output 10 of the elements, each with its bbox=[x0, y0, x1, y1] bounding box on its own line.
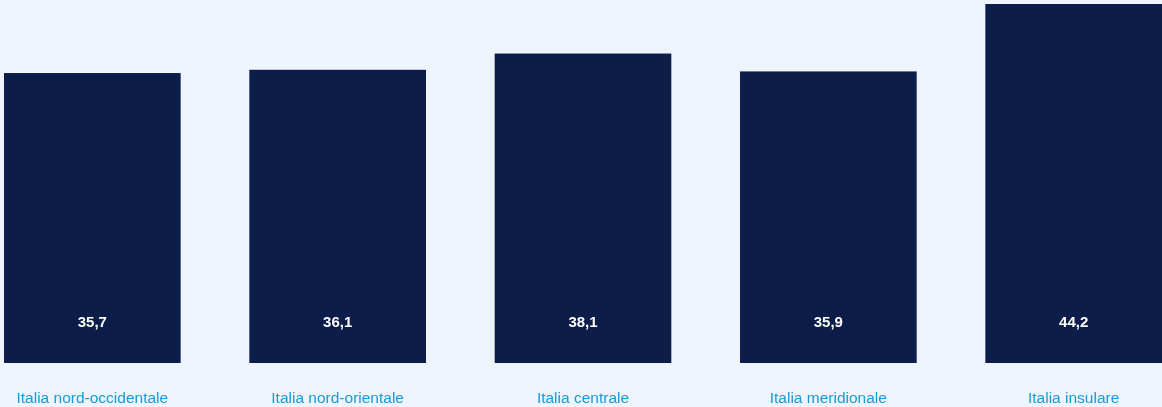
x-tick-label: Italia nord-occidentale bbox=[16, 389, 169, 406]
x-tick-label: Italia insulare bbox=[1028, 389, 1120, 406]
data-label: 44,2 bbox=[1059, 313, 1089, 330]
data-label: 35,7 bbox=[77, 313, 107, 330]
data-label: 35,9 bbox=[813, 313, 843, 330]
data-label: 38,1 bbox=[568, 313, 598, 330]
x-tick-label: Italia centrale bbox=[536, 389, 630, 406]
x-tick-label: Italia nord-orientale bbox=[271, 389, 405, 406]
data-label: 36,1 bbox=[323, 313, 353, 330]
x-tick-label: Italia meridionale bbox=[769, 389, 887, 406]
